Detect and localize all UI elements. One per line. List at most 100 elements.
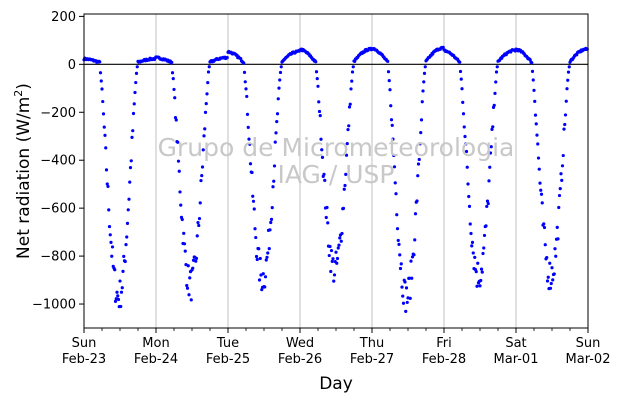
data-point bbox=[488, 165, 492, 169]
data-point bbox=[469, 231, 473, 236]
y-tick-label: −400 bbox=[40, 154, 76, 169]
data-point bbox=[495, 65, 499, 69]
data-point bbox=[125, 221, 130, 225]
data-point bbox=[320, 155, 325, 159]
data-point bbox=[110, 254, 114, 258]
data-point bbox=[485, 199, 490, 203]
data-point bbox=[466, 182, 470, 186]
data-point bbox=[339, 239, 343, 243]
data-point bbox=[418, 142, 422, 146]
data-point bbox=[400, 285, 404, 289]
data-point bbox=[413, 212, 418, 216]
data-point bbox=[490, 127, 494, 131]
data-point bbox=[206, 70, 211, 74]
y-axis-title: Net radiation (W/m2) bbox=[12, 83, 34, 259]
data-point bbox=[392, 165, 397, 169]
data-point bbox=[329, 269, 333, 274]
x-tick-day: Fri bbox=[436, 336, 452, 351]
data-point bbox=[441, 45, 445, 49]
data-point bbox=[107, 224, 112, 229]
data-point bbox=[487, 179, 491, 183]
data-point bbox=[203, 127, 207, 131]
data-point bbox=[242, 70, 247, 74]
data-point bbox=[564, 99, 568, 103]
data-point bbox=[474, 270, 478, 274]
data-point bbox=[403, 280, 407, 284]
data-point bbox=[252, 207, 256, 211]
data-point bbox=[532, 88, 536, 92]
data-point bbox=[386, 70, 391, 74]
data-point bbox=[125, 235, 129, 239]
data-point bbox=[484, 224, 488, 228]
data-point bbox=[344, 153, 349, 157]
data-point bbox=[106, 184, 110, 189]
data-point bbox=[107, 208, 111, 212]
data-point bbox=[271, 185, 275, 189]
x-tick-date: Feb-23 bbox=[62, 352, 106, 367]
data-point bbox=[178, 190, 182, 194]
y-axis-title-main: Net radiation (W/m bbox=[14, 97, 34, 259]
data-point bbox=[244, 87, 248, 91]
data-point bbox=[317, 109, 322, 114]
data-point bbox=[170, 71, 175, 75]
data-point bbox=[132, 102, 136, 106]
data-point bbox=[245, 94, 249, 99]
data-point bbox=[270, 206, 274, 210]
data-point bbox=[531, 78, 535, 82]
data-point bbox=[185, 283, 189, 288]
data-point bbox=[557, 193, 562, 198]
data-point bbox=[421, 89, 425, 93]
x-tick-date: Mar-01 bbox=[494, 352, 539, 367]
data-point bbox=[176, 140, 180, 144]
data-point bbox=[567, 65, 571, 69]
data-point bbox=[128, 180, 132, 184]
data-point bbox=[345, 142, 349, 146]
data-point bbox=[486, 201, 490, 206]
data-point bbox=[387, 79, 391, 83]
data-point bbox=[565, 87, 569, 91]
data-point bbox=[545, 255, 549, 260]
data-point bbox=[204, 102, 208, 106]
data-point bbox=[470, 244, 474, 248]
y-axis-title-superscript: 2 bbox=[12, 90, 25, 97]
data-point bbox=[488, 151, 493, 155]
data-point bbox=[386, 59, 390, 64]
data-point bbox=[194, 259, 198, 263]
data-point bbox=[250, 170, 254, 175]
data-point bbox=[171, 77, 175, 81]
x-tick-day: Mon bbox=[142, 336, 169, 351]
data-point bbox=[546, 275, 550, 279]
data-point bbox=[109, 240, 113, 244]
data-point bbox=[197, 223, 201, 228]
data-point bbox=[398, 266, 403, 271]
data-point bbox=[116, 297, 121, 302]
data-point bbox=[530, 69, 535, 73]
x-tick-day: Wed bbox=[286, 336, 314, 351]
data-point bbox=[335, 256, 340, 261]
data-point bbox=[317, 100, 321, 104]
data-point bbox=[328, 244, 332, 249]
data-point bbox=[194, 256, 199, 261]
data-point bbox=[104, 146, 108, 150]
data-point bbox=[350, 79, 354, 83]
data-point bbox=[115, 290, 119, 294]
data-point bbox=[422, 80, 426, 84]
data-point bbox=[104, 168, 109, 172]
data-point bbox=[119, 304, 123, 309]
data-point bbox=[134, 80, 138, 85]
data-point bbox=[419, 131, 423, 135]
data-point bbox=[124, 243, 128, 247]
data-point bbox=[464, 149, 469, 154]
data-point bbox=[278, 78, 282, 82]
data-point bbox=[325, 205, 329, 210]
data-point bbox=[458, 60, 462, 64]
data-point bbox=[113, 299, 118, 304]
data-point bbox=[251, 199, 256, 203]
data-point bbox=[279, 65, 283, 69]
data-point bbox=[491, 125, 495, 129]
data-point bbox=[537, 167, 541, 171]
data-point bbox=[462, 125, 466, 129]
data-point bbox=[191, 266, 195, 270]
data-point bbox=[551, 278, 555, 282]
data-point bbox=[404, 309, 408, 313]
